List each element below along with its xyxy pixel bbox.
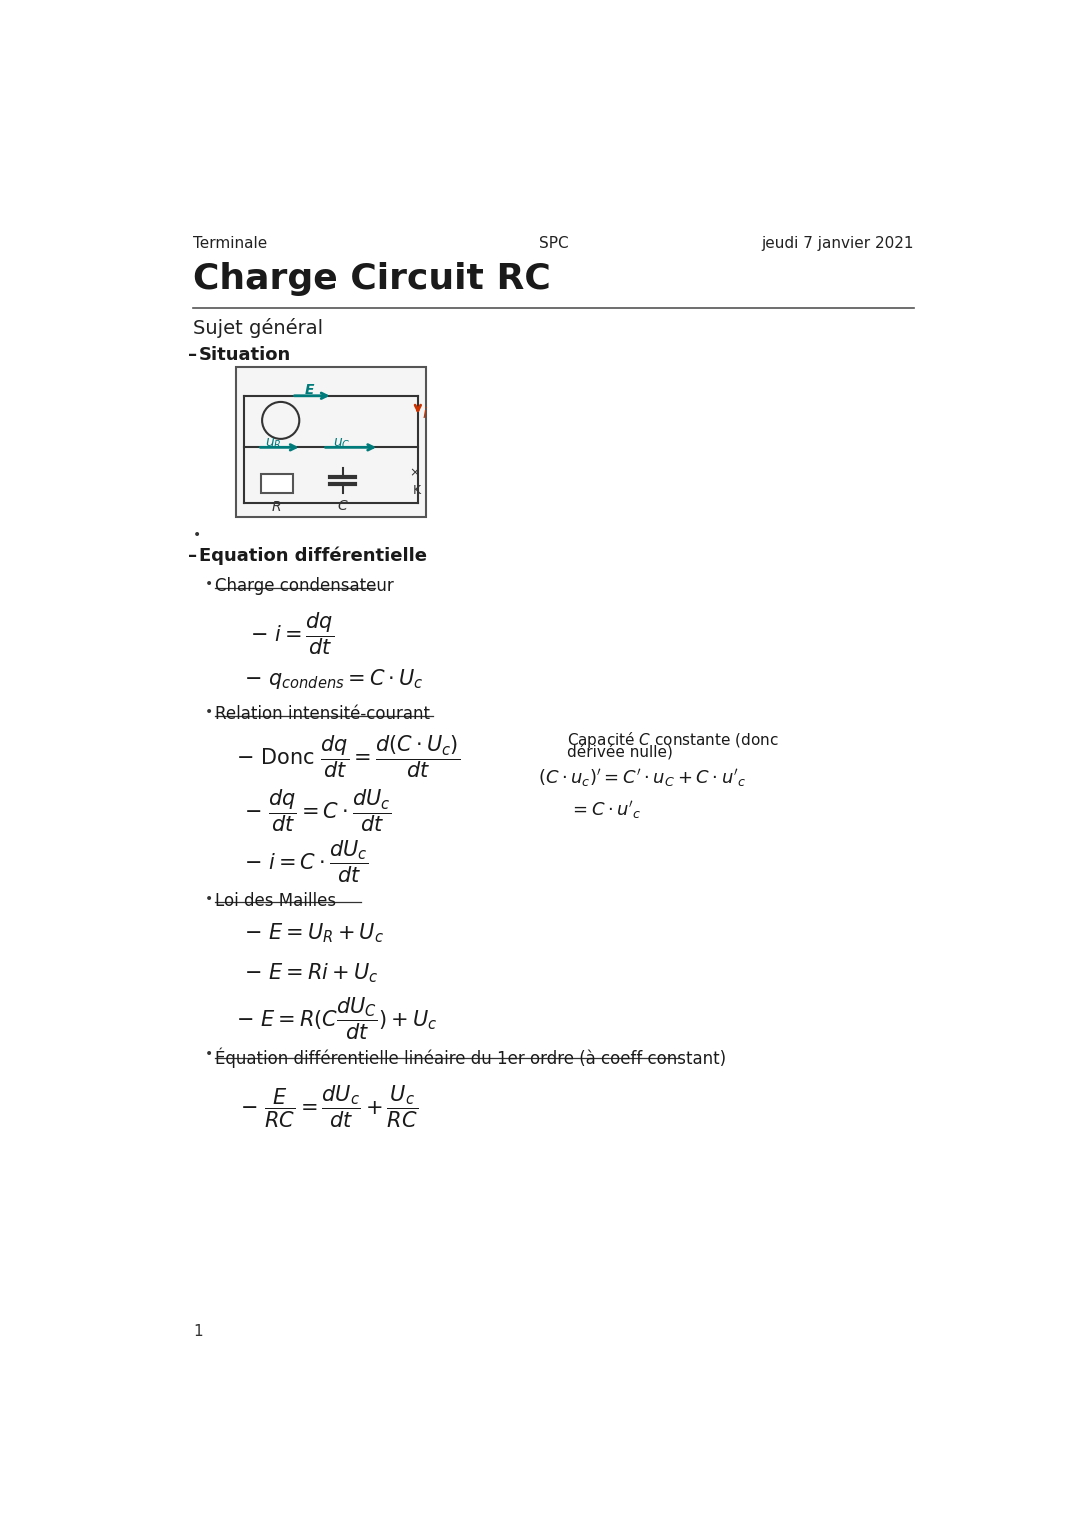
Text: •: • [205,1048,213,1061]
Text: $-\ i = \dfrac{dq}{dt}$: $-\ i = \dfrac{dq}{dt}$ [249,611,334,657]
Text: $-\ E = Ri + U_c$: $-\ E = Ri + U_c$ [243,960,378,985]
Text: Équation différentielle linéaire du 1er ordre (à coeff constant): Équation différentielle linéaire du 1er … [215,1048,726,1067]
Text: $= C \cdot u'_c$: $= C \cdot u'_c$ [569,799,642,822]
Text: $-\ q_{condens} = C \cdot U_c$: $-\ q_{condens} = C \cdot U_c$ [243,667,423,690]
Text: $-\ E = U_R + U_c$: $-\ E = U_R + U_c$ [243,921,383,945]
Text: K: K [414,484,421,496]
Bar [235,366,426,516]
Text: Capacité $C$ constante (donc: Capacité $C$ constante (donc [567,730,780,750]
Text: i: i [422,406,427,420]
Text: SPC: SPC [539,235,568,250]
Text: $-\ i = C \cdot \dfrac{dU_c}{dt}$: $-\ i = C \cdot \dfrac{dU_c}{dt}$ [243,840,367,886]
Text: $-\ \dfrac{dq}{dt} = C \cdot \dfrac{dU_c}{dt}$: $-\ \dfrac{dq}{dt} = C \cdot \dfrac{dU_c… [243,788,391,834]
Text: •: • [205,892,213,906]
Text: –: – [188,547,197,565]
Text: C: C [338,499,348,513]
Text: Charge condensateur: Charge condensateur [215,577,393,596]
Text: Situation: Situation [199,347,291,365]
Text: R: R [272,501,282,515]
Text: $(C \cdot u_c)' = C' \cdot u_C + C \cdot u'_c$: $(C \cdot u_c)' = C' \cdot u_C + C \cdot… [538,767,746,789]
Text: $\times$: $\times$ [408,467,419,479]
Text: Relation intensité-courant: Relation intensité-courant [215,705,430,724]
Text: Charge Circuit RC: Charge Circuit RC [193,261,551,296]
Text: Sujet général: Sujet général [193,318,323,337]
Text: •: • [205,577,213,591]
Text: E: E [305,383,314,397]
Text: 1: 1 [193,1324,203,1339]
Text: $-\ \mathrm{Donc}\ \dfrac{dq}{dt} = \dfrac{d(C \cdot U_c)}{dt}$: $-\ \mathrm{Donc}\ \dfrac{dq}{dt} = \dfr… [235,734,460,780]
Text: $-\ \dfrac{E}{RC} = \dfrac{dU_c}{dt} + \dfrac{U_c}{RC}$: $-\ \dfrac{E}{RC} = \dfrac{dU_c}{dt} + \… [240,1084,418,1130]
Text: $u_C$: $u_C$ [333,437,350,450]
Text: $-\ E = R(C\dfrac{dU_C}{dt}) + U_c$: $-\ E = R(C\dfrac{dU_C}{dt}) + U_c$ [235,996,437,1041]
Text: Loi des Mailles: Loi des Mailles [215,892,336,910]
Text: •: • [205,705,213,719]
Text: jeudi 7 janvier 2021: jeudi 7 janvier 2021 [761,235,914,250]
Text: Equation différentielle: Equation différentielle [199,547,427,565]
Text: $u_R$: $u_R$ [266,437,282,450]
Text: Terminale: Terminale [193,235,268,250]
Bar [260,475,293,493]
Text: –: – [188,347,197,365]
Text: dérivée nulle): dérivée nulle) [567,744,673,759]
Text: •: • [193,528,201,542]
